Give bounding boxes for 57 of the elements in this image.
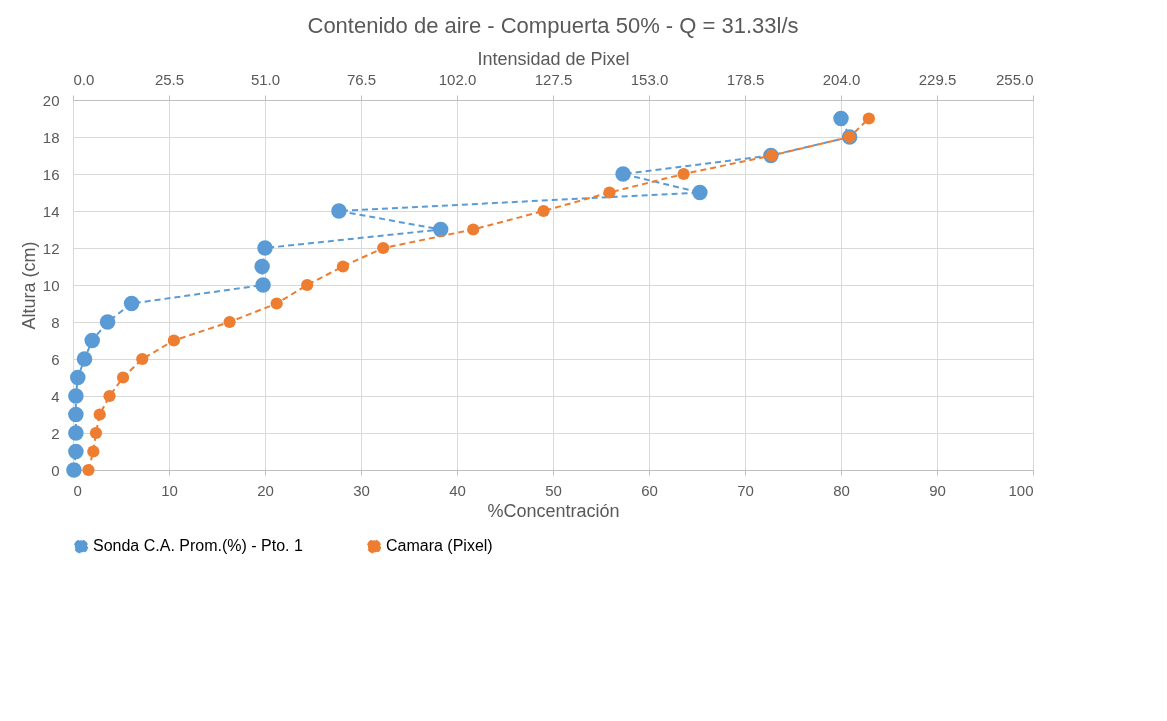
- chart-title: Contenido de aire - Compuerta 50% - Q = 31.33l/s: [307, 13, 799, 38]
- point: [70, 369, 86, 386]
- y-tick-label: 14: [42, 202, 60, 220]
- point: [254, 258, 270, 275]
- x2-tick-label: 102.0: [438, 70, 477, 88]
- x-tick-label: 0: [73, 481, 82, 499]
- point: [68, 425, 84, 441]
- x2-tick-label: 25.5: [154, 70, 185, 88]
- point: [255, 277, 271, 293]
- x-tick-label: 60: [641, 481, 658, 499]
- x-tick-label: 10: [161, 481, 178, 499]
- x-tick-label: 30: [353, 481, 370, 499]
- x2-axis-title: Intensidad de Pixel: [477, 48, 630, 69]
- y-tick-label: 4: [51, 387, 60, 405]
- x2-tick-label: 204.0: [822, 70, 861, 88]
- point: [99, 314, 116, 330]
- point: [84, 332, 100, 349]
- x2-tick-label: 76.5: [346, 70, 377, 88]
- y-tick-label: 12: [42, 239, 60, 257]
- x-axis-title: %Concentración: [487, 500, 620, 521]
- y-tick-label: 2: [51, 424, 60, 442]
- legend-label: Camara (Pixel): [386, 537, 493, 555]
- y-tick-label: 18: [42, 128, 60, 146]
- x-tick-label: 50: [545, 481, 562, 499]
- y-tick-label: 6: [51, 350, 60, 368]
- x-tick-label: 20: [257, 481, 274, 499]
- point: [66, 462, 82, 478]
- point: [692, 184, 708, 201]
- y-tick-label: 10: [42, 276, 60, 294]
- point: [68, 443, 84, 460]
- point: [432, 221, 449, 238]
- y-tick-label: 16: [42, 165, 60, 183]
- y-tick-label: 20: [42, 91, 60, 109]
- y-tick-label: 0: [51, 461, 60, 479]
- x-tick-label: 80: [833, 481, 850, 499]
- point: [615, 166, 631, 182]
- x2-tick-label: 178.5: [726, 70, 765, 88]
- point: [68, 388, 84, 404]
- point: [68, 406, 84, 423]
- point: [76, 351, 93, 367]
- x-tick-label: 90: [929, 481, 946, 499]
- point: [331, 203, 347, 219]
- x2-tick-label: 127.5: [534, 70, 573, 88]
- x2-tick-label: 255.0: [995, 70, 1034, 88]
- x-tick-label: 70: [737, 481, 754, 499]
- x2-tick-label: 51.0: [250, 70, 281, 88]
- y-axis-title: Altura (cm): [18, 241, 39, 330]
- legend-label: Sonda C.A. Prom.(%) - Pto. 1: [93, 537, 303, 555]
- x2-tick-label: 0.0: [73, 70, 95, 88]
- point: [833, 110, 849, 127]
- x-tick-label: 100: [1008, 481, 1034, 499]
- point: [257, 240, 273, 256]
- x-tick-label: 40: [449, 481, 466, 499]
- x2-tick-label: 153.0: [630, 70, 669, 88]
- x2-tick-label: 229.5: [918, 70, 957, 88]
- y-tick-label: 8: [51, 313, 60, 331]
- point: [123, 295, 140, 312]
